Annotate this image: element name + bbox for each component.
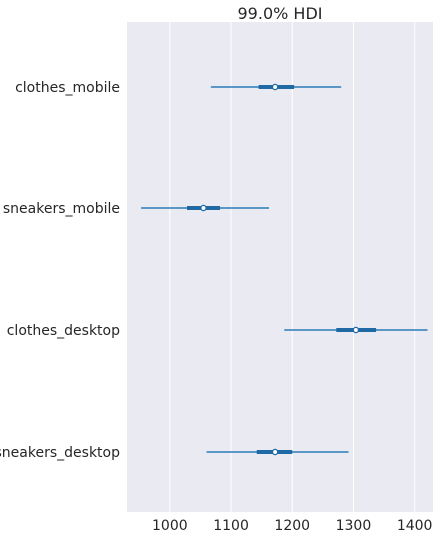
x-tick-label: 1000 <box>152 518 188 534</box>
x-tick-labels: 1000 1100 1200 1300 1400 <box>152 518 432 534</box>
x-tick-label: 1300 <box>336 518 372 534</box>
category-label: sneakers_desktop <box>0 445 120 461</box>
plot-background <box>127 22 433 512</box>
x-tick-label: 1100 <box>213 518 249 534</box>
chart-title: 99.0% HDI <box>238 4 323 23</box>
category-labels: clothes_mobile sneakers_mobile clothes_des… <box>0 80 120 461</box>
grid-lines <box>169 22 416 512</box>
x-tick-label: 1200 <box>274 518 310 534</box>
interval-marks <box>141 83 428 456</box>
category-label: clothes_mobile <box>15 80 120 96</box>
mean-point <box>271 448 279 456</box>
mean-point <box>352 326 360 334</box>
category-label: sneakers_mobile <box>3 201 120 217</box>
x-tick-label: 1400 <box>397 518 433 534</box>
category-label: clothes_desktop <box>7 323 120 339</box>
mean-point <box>200 204 207 212</box>
mean-point <box>271 83 279 91</box>
